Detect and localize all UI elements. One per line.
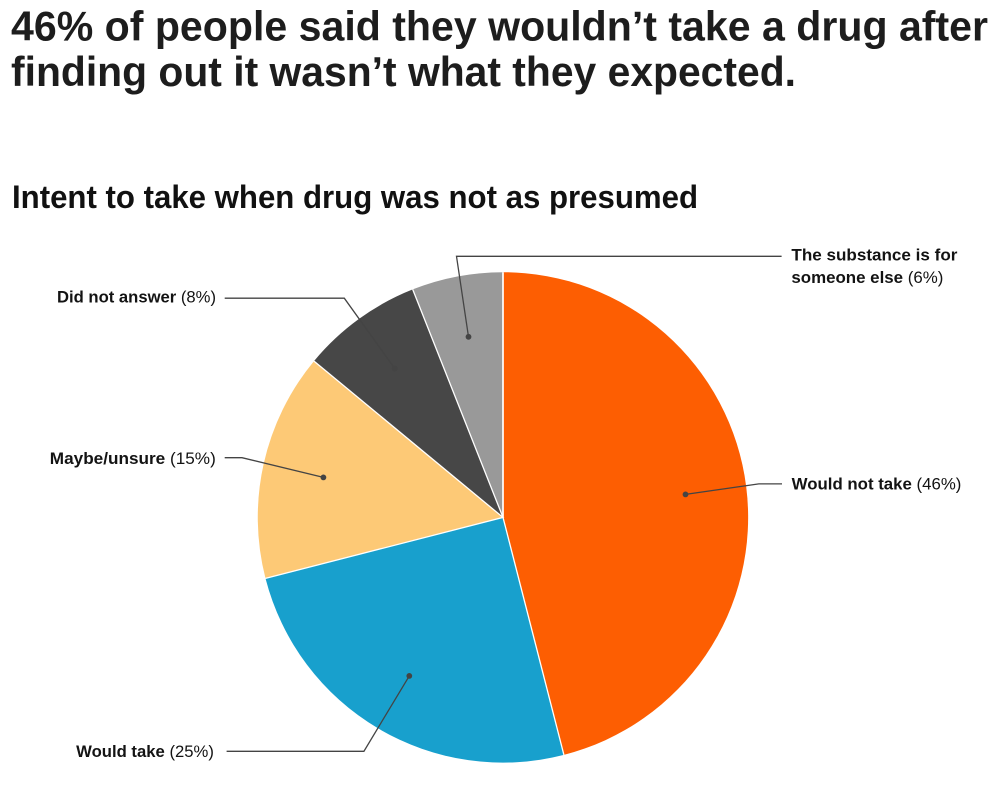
svg-text:Maybe/unsure (15%): Maybe/unsure (15%) [50, 449, 216, 468]
svg-text:Would take (25%): Would take (25%) [76, 742, 214, 761]
svg-text:Would not take (46%): Would not take (46%) [792, 475, 962, 494]
svg-text:someone else (6%): someone else (6%) [791, 268, 943, 287]
svg-text:finding out it wasn’t what the: finding out it wasn’t what they expected… [11, 48, 796, 95]
svg-text:Intent to take when drug was n: Intent to take when drug was not as pres… [12, 178, 698, 215]
svg-text:The substance is for: The substance is for [791, 246, 958, 265]
svg-text:46% of people said they wouldn: 46% of people said they wouldn’t take a … [11, 2, 988, 49]
svg-text:Did not answer (8%): Did not answer (8%) [57, 288, 216, 307]
